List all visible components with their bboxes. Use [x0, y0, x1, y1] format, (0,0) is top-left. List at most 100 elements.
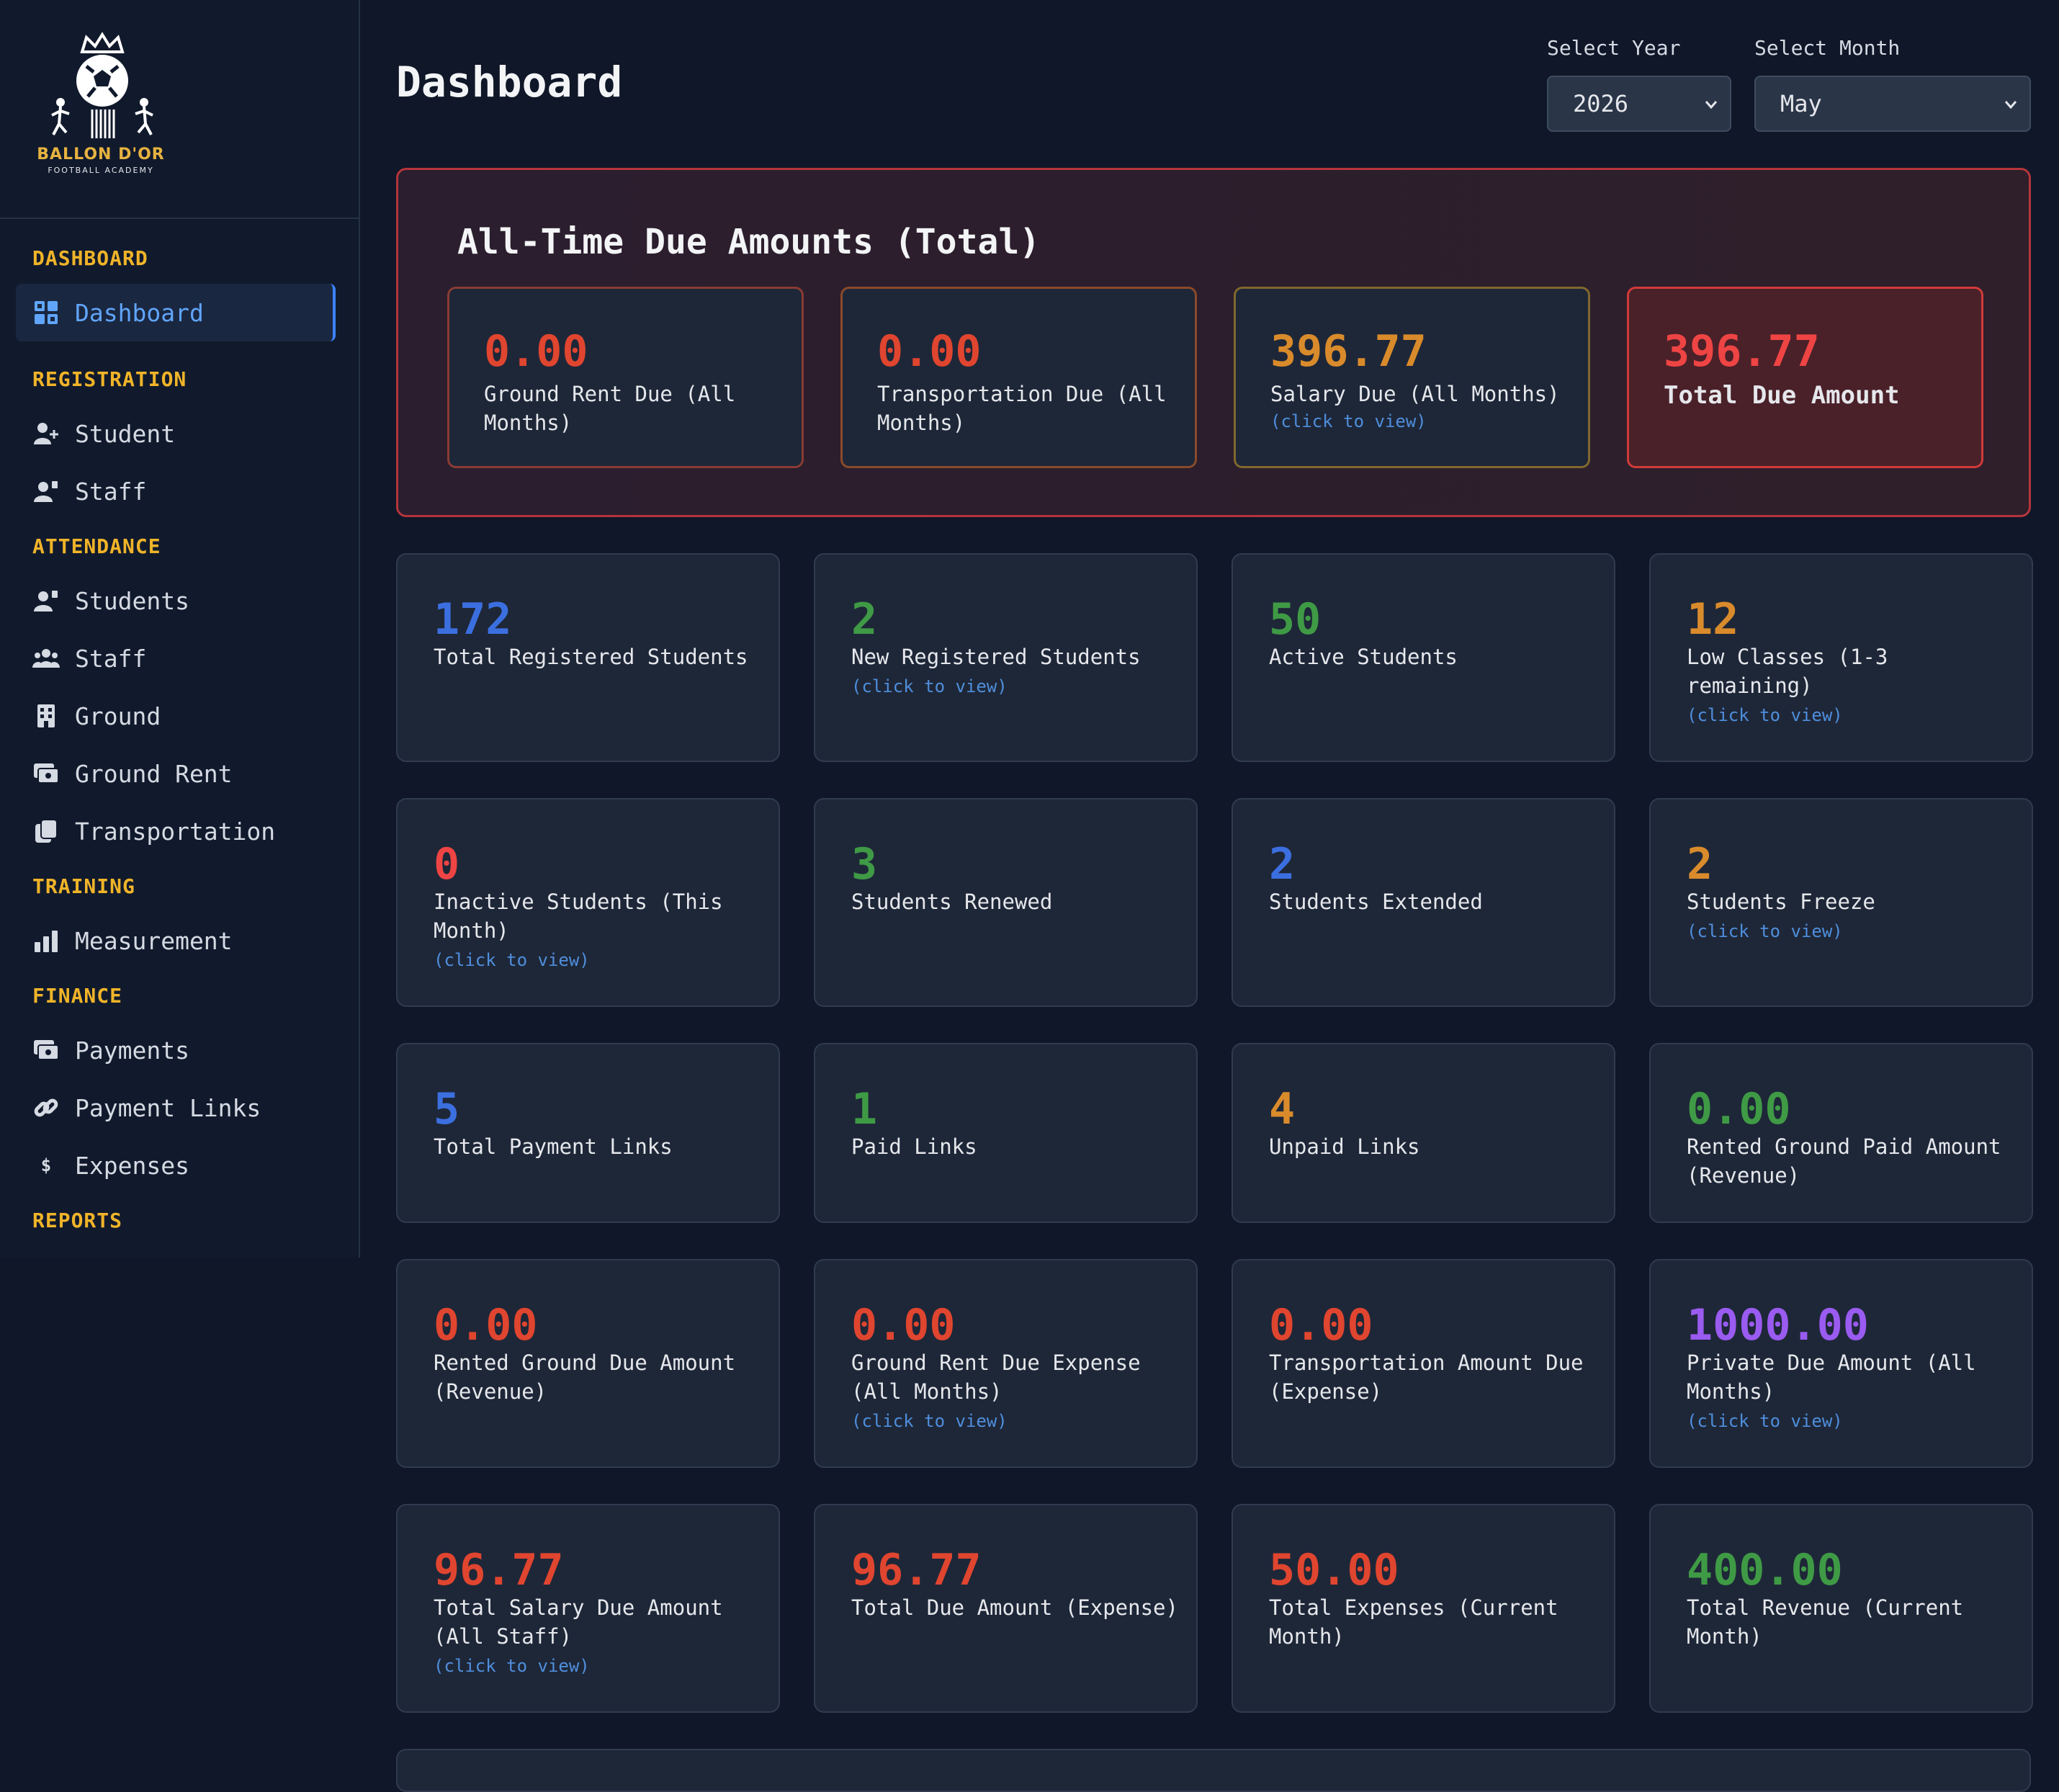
due-panel-title: All-Time Due Amounts (Total) — [457, 222, 1041, 262]
stat-value: 2 — [1269, 839, 1296, 890]
stat-label: Inactive Students (This Month) — [434, 890, 723, 943]
stat-label: New Registered Students — [851, 645, 1141, 669]
stat-value: 0.00 — [1687, 1084, 1791, 1134]
partial-panel — [396, 1749, 2031, 1792]
sidebar-item-staff-registration[interactable]: Staff — [16, 462, 336, 520]
month-label: Select Month — [1754, 36, 1901, 60]
sidebar: BALLON D'OR FOOTBALL ACADEMY DASHBOARD D… — [0, 0, 360, 1258]
stat-label: Total Payment Links — [434, 1134, 673, 1159]
click-to-view-link[interactable]: (click to view) — [1687, 921, 1843, 941]
sidebar-item-ground[interactable]: Ground — [16, 687, 336, 745]
stat-value: 2 — [1687, 839, 1713, 890]
stat-value: 0.00 — [851, 1300, 956, 1350]
stat-card: 3 Students Renewed — [814, 798, 1198, 1007]
sidebar-item-label: Measurement — [75, 926, 233, 955]
stat-label-wrap: Active Students — [1269, 642, 1600, 671]
card-value: 396.77 — [1270, 326, 1427, 377]
link-icon — [32, 1093, 60, 1122]
stat-label: Total Expenses (Current Month) — [1269, 1595, 1558, 1649]
month-value: May — [1780, 90, 1822, 117]
click-to-view-link[interactable]: (click to view) — [851, 676, 1008, 696]
stat-value: 50.00 — [1269, 1545, 1399, 1595]
stat-label: Ground Rent Due Expense (All Months) — [851, 1350, 1141, 1404]
stat-value: 400.00 — [1687, 1545, 1843, 1595]
page-title: Dashboard — [396, 58, 623, 107]
click-to-view-link[interactable]: (click to view) — [434, 1656, 590, 1676]
click-to-view-link[interactable]: (click to view) — [434, 950, 590, 970]
card-value: 396.77 — [1664, 326, 1820, 377]
stat-label: Active Students — [1269, 645, 1458, 669]
stat-value: 172 — [434, 594, 512, 645]
users-icon — [32, 644, 60, 673]
stat-value: 0.00 — [434, 1300, 538, 1350]
sidebar-item-students-attendance[interactable]: Students — [16, 572, 336, 630]
stat-label-wrap: Students Extended — [1269, 887, 1600, 916]
stat-card: 4 Unpaid Links — [1232, 1043, 1615, 1223]
stat-label-wrap: Low Classes (1-3 remaining) (click to vie… — [1687, 642, 2018, 730]
soccer-crown-logo-icon — [51, 32, 153, 138]
click-to-view-link[interactable]: (click to view) — [1687, 705, 1843, 725]
sidebar-item-ground-rent[interactable]: Ground Rent — [16, 745, 336, 802]
stat-label: Total Revenue (Current Month) — [1687, 1595, 1964, 1649]
month-select[interactable]: May — [1754, 76, 2031, 132]
card-label: Total Due Amount — [1664, 381, 1900, 410]
dollar-icon: $ — [40, 1155, 52, 1175]
stat-card: 5 Total Payment Links — [396, 1043, 780, 1223]
click-to-view-link[interactable]: (click to view) — [1687, 1411, 1843, 1431]
stat-card[interactable]: 0 Inactive Students (This Month) (click to… — [396, 798, 780, 1007]
year-select[interactable]: 2026 — [1547, 76, 1731, 132]
stat-label-wrap: Rented Ground Due Amount (Revenue) — [434, 1348, 765, 1406]
stat-label: Students Extended — [1269, 890, 1483, 914]
chevron-down-icon — [1705, 101, 1718, 109]
brand-subtitle: FOOTBALL ACADEMY — [48, 166, 154, 175]
section-finance: FINANCE — [32, 984, 123, 1008]
click-to-view-link[interactable]: (click to view) — [851, 1411, 1008, 1431]
sidebar-item-label: Students — [75, 586, 189, 615]
stat-value: 96.77 — [851, 1545, 982, 1595]
stat-card[interactable]: 0.00 Ground Rent Due Expense (All Months)… — [814, 1259, 1198, 1468]
building-icon — [32, 702, 60, 730]
sidebar-item-dashboard[interactable]: Dashboard — [16, 284, 336, 341]
transportation-due-card: 0.00 Transportation Due (All Months) — [840, 287, 1197, 468]
staff-icon — [32, 477, 60, 506]
ground-rent-due-card: 0.00 Ground Rent Due (All Months) — [447, 287, 804, 468]
click-to-view-link[interactable]: (click to view) — [1270, 411, 1427, 431]
section-attendance: ATTENDANCE — [32, 534, 161, 558]
stat-card[interactable]: 2 Students Freeze (click to view) — [1649, 798, 2033, 1007]
stat-label: Total Registered Students — [434, 645, 748, 669]
sidebar-item-transportation[interactable]: Transportation — [16, 802, 336, 860]
stat-card: 1 Paid Links — [814, 1043, 1198, 1223]
stat-label-wrap: Students Renewed — [851, 887, 1183, 916]
section-reports[interactable]: REPORTS — [32, 1209, 123, 1232]
stat-label-wrap: Private Due Amount (All Months) (click to… — [1687, 1348, 2018, 1436]
chart-icon — [32, 926, 60, 955]
section-training: TRAINING — [32, 874, 135, 898]
sidebar-item-expenses[interactable]: $ Expenses — [16, 1137, 336, 1194]
stat-label: Private Due Amount (All Months) — [1687, 1350, 1976, 1404]
user-plus-icon — [32, 419, 60, 448]
sidebar-item-payments[interactable]: Payments — [16, 1021, 336, 1079]
stat-label-wrap: Ground Rent Due Expense (All Months) (cli… — [851, 1348, 1183, 1436]
sidebar-item-staff-attendance[interactable]: Staff — [16, 630, 336, 687]
stat-card[interactable]: 96.77 Total Salary Due Amount (All Staff)… — [396, 1504, 780, 1713]
sidebar-item-student[interactable]: Student — [16, 405, 336, 462]
stat-card[interactable]: 12 Low Classes (1-3 remaining) (click to v… — [1649, 553, 2033, 762]
stat-label-wrap: Unpaid Links — [1269, 1132, 1600, 1161]
brand-logo[interactable]: BALLON D'OR FOOTBALL ACADEMY — [0, 0, 360, 219]
sidebar-item-label: Student — [75, 419, 176, 448]
total-due-card: 396.77 Total Due Amount — [1627, 287, 1983, 468]
stat-card[interactable]: 2 New Registered Students (click to view) — [814, 553, 1198, 762]
stat-card: 0.00 Rented Ground Paid Amount (Revenue) — [1649, 1043, 2033, 1223]
salary-due-card[interactable]: 396.77 Salary Due (All Months) (click to… — [1234, 287, 1590, 468]
stat-value: 1000.00 — [1687, 1300, 1869, 1350]
students-icon — [32, 586, 60, 615]
sidebar-item-payment-links[interactable]: Payment Links — [16, 1079, 336, 1137]
stat-label-wrap: New Registered Students (click to view) — [851, 642, 1183, 702]
stat-card: 50 Active Students — [1232, 553, 1615, 762]
stat-label-wrap: Students Freeze (click to view) — [1687, 887, 2018, 946]
sidebar-item-label: Payment Links — [75, 1093, 261, 1122]
sidebar-item-measurement[interactable]: Measurement — [16, 912, 336, 969]
stat-label-wrap: Rented Ground Paid Amount (Revenue) — [1687, 1132, 2018, 1190]
sidebar-item-label: Transportation — [75, 817, 276, 846]
stat-card[interactable]: 1000.00 Private Due Amount (All Months) (c… — [1649, 1259, 2033, 1468]
